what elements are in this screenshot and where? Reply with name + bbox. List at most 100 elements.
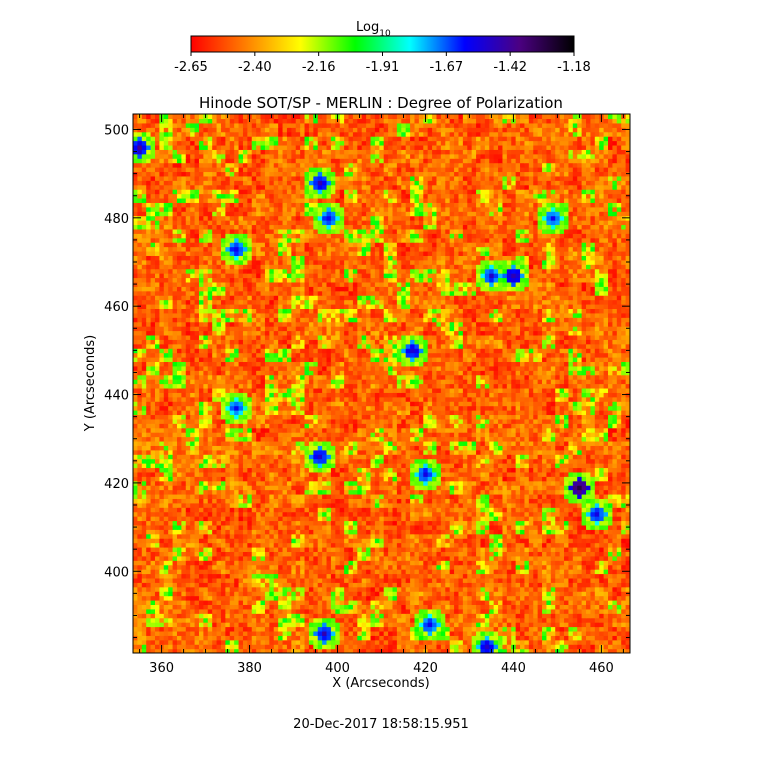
heatmap-cell (520, 476, 525, 481)
heatmap-cell (393, 520, 398, 525)
heatmap-cell (546, 551, 551, 556)
heatmap-cell (239, 626, 244, 631)
heatmap-cell (423, 494, 428, 499)
heatmap-cell (234, 626, 239, 631)
heatmap-cell (195, 631, 200, 636)
heatmap-cell (467, 644, 472, 649)
heatmap-cell (397, 525, 402, 530)
heatmap-cell (177, 565, 182, 570)
heatmap-cell (564, 618, 569, 623)
heatmap-cell (190, 472, 195, 477)
heatmap-cell (498, 467, 503, 472)
heatmap-cell (230, 481, 235, 486)
heatmap-cell (582, 569, 587, 574)
heatmap-cell (151, 529, 156, 534)
heatmap-cell (467, 507, 472, 512)
heatmap-cell (269, 525, 274, 530)
heatmap-cell (612, 644, 617, 649)
heatmap-cell (349, 534, 354, 539)
heatmap-cell (225, 534, 230, 539)
heatmap-cell (555, 472, 560, 477)
heatmap-cell (265, 516, 270, 521)
heatmap-cell (155, 503, 160, 508)
heatmap-cell (494, 459, 499, 464)
heatmap-cell (423, 631, 428, 636)
heatmap-cell (247, 640, 252, 645)
heatmap-cell (524, 609, 529, 614)
heatmap-cell (414, 556, 419, 561)
heatmap-cell (217, 644, 222, 649)
heatmap-cell (586, 525, 591, 530)
heatmap-cell (164, 494, 169, 499)
heatmap-cell (208, 565, 213, 570)
heatmap-cell (604, 547, 609, 552)
heatmap-cell (577, 467, 582, 472)
heatmap-cell (485, 476, 490, 481)
heatmap-cell (344, 569, 349, 574)
heatmap-cell (419, 503, 424, 508)
heatmap-cell (203, 512, 208, 517)
heatmap-cell (432, 591, 437, 596)
heatmap-cell (384, 582, 389, 587)
heatmap-cell (533, 551, 538, 556)
heatmap-cell (155, 622, 160, 627)
heatmap-cell (230, 534, 235, 539)
heatmap-cell (366, 582, 371, 587)
heatmap-cell (335, 507, 340, 512)
heatmap-cell (542, 525, 547, 530)
heatmap-cell (335, 516, 340, 521)
heatmap-cell (252, 551, 257, 556)
heatmap-cell (151, 596, 156, 601)
heatmap-cell (507, 596, 512, 601)
heatmap-cell (221, 618, 226, 623)
heatmap-cell (230, 635, 235, 640)
heatmap-cell (568, 626, 573, 631)
heatmap-cell (485, 573, 490, 578)
heatmap-cell (199, 596, 204, 601)
heatmap-cell (467, 463, 472, 468)
heatmap-cell (318, 503, 323, 508)
heatmap-cell (384, 569, 389, 574)
heatmap-cell (181, 481, 186, 486)
heatmap-cell (366, 618, 371, 623)
heatmap-cell (305, 587, 310, 592)
heatmap-cell (155, 512, 160, 517)
heatmap-cell (349, 560, 354, 565)
heatmap-cell (287, 600, 292, 605)
heatmap-cell (511, 626, 516, 631)
heatmap-cell (617, 578, 622, 583)
heatmap-cell (599, 467, 604, 472)
heatmap-cell (467, 622, 472, 627)
heatmap-cell (331, 459, 336, 464)
heatmap-cell (300, 578, 305, 583)
heatmap-cell (454, 622, 459, 627)
heatmap-cell (542, 512, 547, 517)
heatmap-cell (555, 604, 560, 609)
heatmap-cell (261, 569, 266, 574)
heatmap-cell (621, 525, 626, 530)
heatmap-cell (305, 560, 310, 565)
heatmap-cell (357, 547, 362, 552)
heatmap-cell (155, 613, 160, 618)
heatmap-cell (533, 569, 538, 574)
heatmap-cell (414, 494, 419, 499)
heatmap-cell (142, 587, 147, 592)
heatmap-cell (146, 498, 151, 503)
heatmap-cell (318, 494, 323, 499)
heatmap-cell (181, 573, 186, 578)
heatmap-cell (309, 547, 314, 552)
heatmap-cell (467, 476, 472, 481)
heatmap-cell (230, 644, 235, 649)
heatmap-cell (454, 503, 459, 508)
heatmap-cell (230, 578, 235, 583)
heatmap-cell (436, 512, 441, 517)
heatmap-cell (555, 547, 560, 552)
heatmap-cell (375, 569, 380, 574)
heatmap-cell (419, 525, 424, 530)
heatmap-cell (353, 476, 358, 481)
heatmap-cell (555, 538, 560, 543)
heatmap-cell (384, 613, 389, 618)
heatmap-cell (560, 467, 565, 472)
heatmap-cell (199, 569, 204, 574)
heatmap-cell (419, 507, 424, 512)
